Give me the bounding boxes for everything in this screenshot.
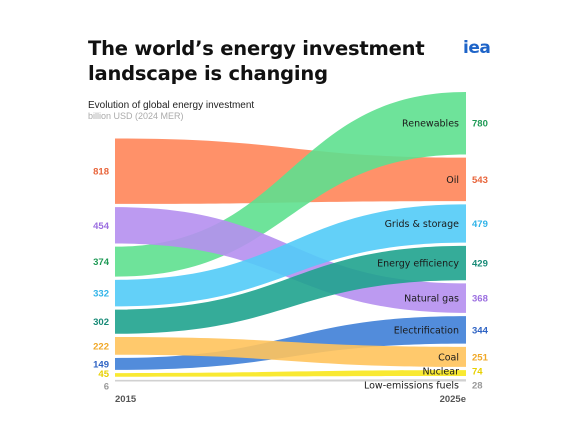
start-value-coal: 222	[93, 341, 109, 352]
x-axis-label-start: 2015	[115, 394, 137, 405]
start-value-electrification: 149	[93, 359, 109, 370]
series-name-coal: Coal	[438, 352, 459, 363]
end-value-energy-efficiency: 429	[472, 259, 488, 270]
end-value-coal: 251	[472, 352, 489, 363]
start-value-renewables: 374	[93, 257, 110, 268]
series-name-natural-gas: Natural gas	[404, 294, 459, 305]
start-value-low-emissions-fuels: 6	[104, 382, 109, 393]
start-value-oil: 818	[93, 167, 109, 178]
end-value-natural-gas: 368	[472, 294, 488, 305]
flow-band-grids-and-storage	[115, 204, 466, 307]
start-value-nuclear: 45	[98, 369, 109, 380]
end-value-electrification: 344	[472, 325, 489, 336]
chart-units: billion USD (2024 MER)	[88, 111, 184, 121]
start-value-grids-and-storage: 332	[93, 289, 109, 300]
flow-band-energy-efficiency	[115, 245, 466, 334]
series-name-electrification: Electrification	[394, 325, 459, 336]
flow-band-nuclear	[115, 370, 466, 377]
flow-band-coal	[115, 336, 466, 367]
end-value-renewables: 780	[472, 119, 488, 130]
series-name-energy-efficiency: Energy efficiency	[377, 259, 459, 270]
series-name-low-emissions-fuels: Low-emissions fuels	[364, 380, 459, 391]
series-name-nuclear: Nuclear	[422, 367, 459, 378]
chart-title: The world’s energy investment landscape …	[88, 37, 425, 85]
start-value-natural-gas: 454	[93, 221, 110, 232]
x-axis-label-end: 2025e	[440, 394, 466, 405]
end-value-oil: 543	[472, 175, 488, 186]
end-value-grids-and-storage: 479	[472, 219, 488, 230]
flow-band-low-emissions-fuels	[115, 379, 466, 382]
start-value-energy-efficiency: 302	[93, 317, 109, 328]
series-name-oil: Oil	[446, 175, 459, 186]
iea-logo: iea	[463, 38, 491, 58]
chart-subtitle: Evolution of global energy investment	[88, 100, 255, 111]
end-value-nuclear: 74	[472, 367, 483, 378]
series-name-renewables: Renewables	[402, 119, 459, 130]
series-name-grids-and-storage: Grids & storage	[385, 219, 460, 230]
end-value-low-emissions-fuels: 28	[472, 380, 483, 391]
